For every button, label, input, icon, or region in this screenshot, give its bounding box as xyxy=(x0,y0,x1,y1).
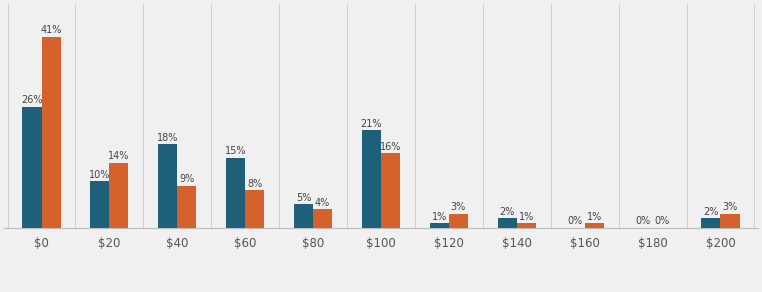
Text: 3%: 3% xyxy=(451,202,466,212)
Bar xyxy=(110,163,129,228)
Text: 0%: 0% xyxy=(568,216,583,226)
Text: 2%: 2% xyxy=(703,207,719,217)
Bar xyxy=(430,223,449,228)
Bar xyxy=(294,204,313,228)
Bar xyxy=(517,223,536,228)
Bar xyxy=(721,214,739,228)
Text: 14%: 14% xyxy=(108,151,130,161)
Text: 1%: 1% xyxy=(519,212,534,222)
Text: 0%: 0% xyxy=(655,216,670,226)
Bar xyxy=(313,209,332,228)
Bar xyxy=(584,223,604,228)
Bar xyxy=(362,130,381,228)
Bar xyxy=(158,144,178,228)
Text: 9%: 9% xyxy=(179,174,194,185)
Text: 1%: 1% xyxy=(587,212,602,222)
Bar xyxy=(381,153,400,228)
Text: 21%: 21% xyxy=(360,119,383,128)
Bar xyxy=(91,181,110,228)
Bar xyxy=(702,218,721,228)
Bar xyxy=(41,37,60,228)
Bar xyxy=(23,107,41,228)
Bar xyxy=(178,186,197,228)
Bar xyxy=(226,158,245,228)
Text: 1%: 1% xyxy=(432,212,447,222)
Bar xyxy=(449,214,468,228)
Text: 8%: 8% xyxy=(247,179,262,189)
Text: 4%: 4% xyxy=(315,198,330,208)
Text: 5%: 5% xyxy=(296,193,312,203)
Text: 41%: 41% xyxy=(40,25,62,35)
Text: 16%: 16% xyxy=(379,142,402,152)
Bar xyxy=(498,218,517,228)
Text: 3%: 3% xyxy=(722,202,738,212)
Text: 15%: 15% xyxy=(225,147,246,157)
Bar xyxy=(245,190,264,228)
Text: 26%: 26% xyxy=(21,95,43,105)
Text: 18%: 18% xyxy=(157,133,178,142)
Text: 2%: 2% xyxy=(500,207,515,217)
Text: 0%: 0% xyxy=(636,216,651,226)
Text: 10%: 10% xyxy=(89,170,110,180)
